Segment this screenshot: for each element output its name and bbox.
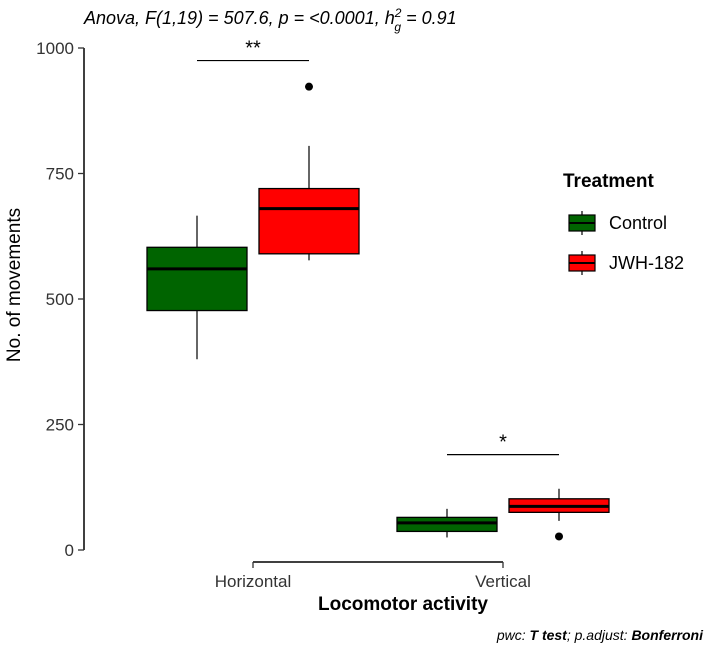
box-jwh-182-horizontal <box>258 82 360 261</box>
box-control-horizontal <box>146 215 248 360</box>
y-tick-label: 500 <box>46 290 74 309</box>
legend: Treatment Control JWH-182 <box>563 171 684 275</box>
x-axis-title: Locomotor activity <box>318 594 488 615</box>
box-iqr <box>146 246 248 312</box>
outlier-point <box>555 532 563 541</box>
y-tick-label: 750 <box>46 165 74 184</box>
y-axis-title: No. of movements <box>4 208 25 362</box>
x-axis: Horizontal Vertical <box>215 561 531 591</box>
outlier-point <box>305 82 313 91</box>
chart-subtitle: Anova, F(1,19) = 507.6, p = <0.0001, h2 g… <box>83 6 457 34</box>
y-axis: 0 250 500 750 1000 <box>36 39 85 560</box>
box-series <box>146 82 610 541</box>
y-tick-label: 250 <box>46 416 74 435</box>
legend-label: JWH-182 <box>609 253 684 273</box>
x-tick-label: Vertical <box>475 572 531 591</box>
significance-label: * <box>499 432 507 454</box>
legend-title: Treatment <box>563 171 654 192</box>
significance-annotations: *** <box>197 38 559 456</box>
box-iqr <box>396 516 498 533</box>
box-control-vertical <box>396 508 498 538</box>
significance-label: ** <box>245 38 261 60</box>
legend-label: Control <box>609 213 667 233</box>
chart-caption: pwc: T test; p.adjust: Bonferroni <box>496 627 704 643</box>
box-jwh-182-vertical <box>508 488 610 541</box>
box-iqr <box>258 187 360 255</box>
y-tick-label: 0 <box>65 541 74 560</box>
x-tick-label: Horizontal <box>215 572 292 591</box>
y-tick-label: 1000 <box>36 39 74 58</box>
